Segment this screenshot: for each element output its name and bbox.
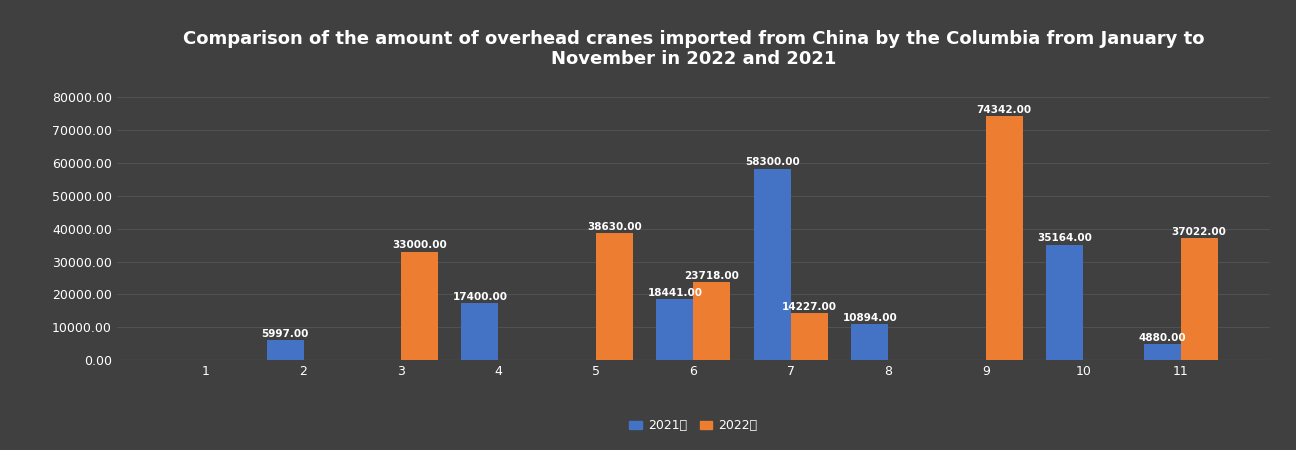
Text: 4880.00: 4880.00 (1138, 333, 1186, 342)
Bar (754, 169, 791, 360)
Bar (267, 340, 303, 360)
Bar (986, 116, 1023, 360)
Text: 5997.00: 5997.00 (262, 329, 308, 339)
Text: 18441.00: 18441.00 (647, 288, 702, 298)
Bar (851, 324, 888, 360)
Text: 33000.00: 33000.00 (393, 240, 447, 250)
Bar (1181, 238, 1218, 360)
Bar (656, 299, 693, 360)
Bar (596, 233, 632, 360)
Text: 23718.00: 23718.00 (684, 271, 739, 281)
Text: 10894.00: 10894.00 (842, 313, 897, 323)
Bar (791, 313, 828, 360)
Text: 17400.00: 17400.00 (452, 292, 508, 302)
Title: Comparison of the amount of overhead cranes imported from China by the Columbia : Comparison of the amount of overhead cra… (183, 30, 1204, 68)
Text: 58300.00: 58300.00 (745, 158, 800, 167)
Legend: 2021年, 2022年: 2021年, 2022年 (625, 414, 762, 437)
Text: 35164.00: 35164.00 (1037, 233, 1093, 243)
Text: 74342.00: 74342.00 (977, 105, 1032, 115)
Bar (400, 252, 438, 360)
Bar (693, 282, 731, 360)
Text: 14227.00: 14227.00 (781, 302, 837, 312)
Text: 37022.00: 37022.00 (1172, 227, 1226, 237)
Text: 38630.00: 38630.00 (587, 222, 642, 232)
Bar (1046, 245, 1083, 360)
Bar (461, 303, 499, 360)
Bar (1143, 344, 1181, 360)
